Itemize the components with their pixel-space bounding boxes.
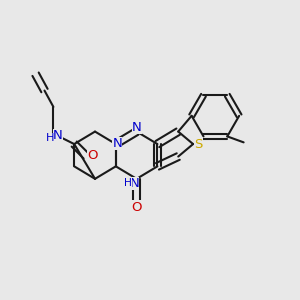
Text: N: N [53, 129, 63, 142]
Text: O: O [131, 201, 142, 214]
Text: N: N [132, 121, 142, 134]
Text: N: N [112, 137, 122, 150]
Text: H: H [124, 178, 132, 188]
Text: S: S [194, 138, 202, 151]
Text: H: H [46, 133, 54, 143]
Text: O: O [87, 149, 97, 162]
Text: N: N [129, 177, 139, 190]
